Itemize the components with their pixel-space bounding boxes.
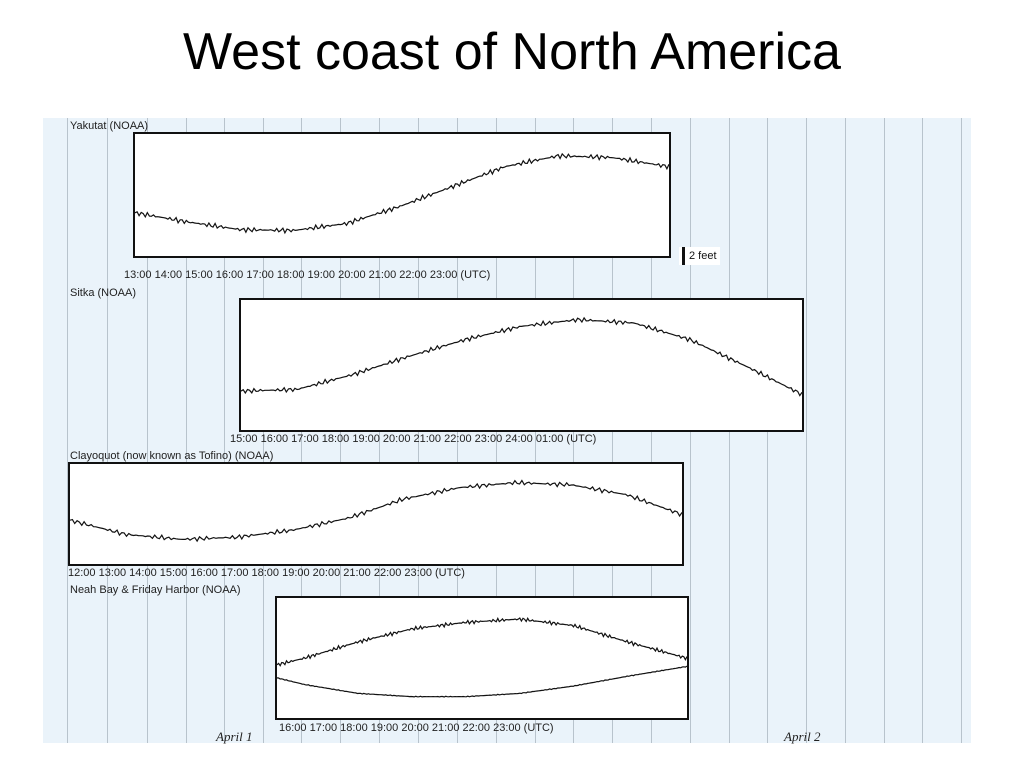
- time-axis-neah-bay: 16:00 17:00 18:00 19:00 20:00 21:00 22:0…: [279, 722, 554, 734]
- grid-line: [107, 118, 108, 743]
- slide-title: West coast of North America: [183, 23, 841, 81]
- grid-line: [186, 118, 187, 743]
- panel-neah-bay: [275, 596, 689, 720]
- grid-line: [884, 118, 885, 743]
- tide-line: [241, 316, 802, 397]
- panel-yakutat: [133, 132, 671, 258]
- tide-trace-clayoquot: [70, 479, 682, 543]
- date-label-april-1: April 1: [216, 729, 253, 744]
- tide-trace-yakutat: [135, 152, 669, 235]
- time-axis-clayoquot: 12:00 13:00 14:00 15:00 16:00 17:00 18:0…: [68, 567, 465, 579]
- date-label-april-2: April 2: [784, 729, 821, 744]
- grid-line: [922, 118, 923, 743]
- grid-line: [961, 118, 962, 743]
- grid-line: [147, 118, 148, 743]
- grid-line: [224, 118, 225, 743]
- time-axis-yakutat: 13:00 14:00 15:00 16:00 17:00 18:00 19:0…: [124, 269, 491, 281]
- scale-bar-label: 2 feet: [689, 250, 717, 262]
- tide-line-series-1: [277, 665, 687, 698]
- station-label-clayoquot: Clayoquot (now known as Tofino) (NOAA): [70, 450, 274, 462]
- grid-line: [806, 118, 807, 743]
- grid-line: [67, 118, 68, 743]
- station-label-sitka: Sitka (NOAA): [70, 287, 137, 299]
- time-axis-sitka: 15:00 16:00 17:00 18:00 19:00 20:00 21:0…: [230, 433, 597, 445]
- panel-clayoquot: [68, 462, 684, 566]
- panel-sitka: [239, 298, 804, 432]
- scale-bar-line: [682, 247, 685, 265]
- tide-line: [70, 479, 682, 543]
- grid-line: [845, 118, 846, 743]
- tide-line-series-0: [277, 616, 687, 667]
- station-label-yakutat: Yakutat (NOAA): [70, 120, 149, 132]
- tide-trace-neah-bay: [277, 616, 687, 698]
- tide-line: [135, 152, 669, 235]
- station-label-neah-bay: Neah Bay & Friday Harbor (NOAA): [70, 584, 241, 596]
- tide-trace-sitka: [241, 316, 802, 397]
- tide-gauge-figure: Yakutat (NOAA) 2 feet 13:00 14:00 15:00 …: [43, 118, 971, 744]
- scale-bar: 2 feet: [679, 247, 720, 265]
